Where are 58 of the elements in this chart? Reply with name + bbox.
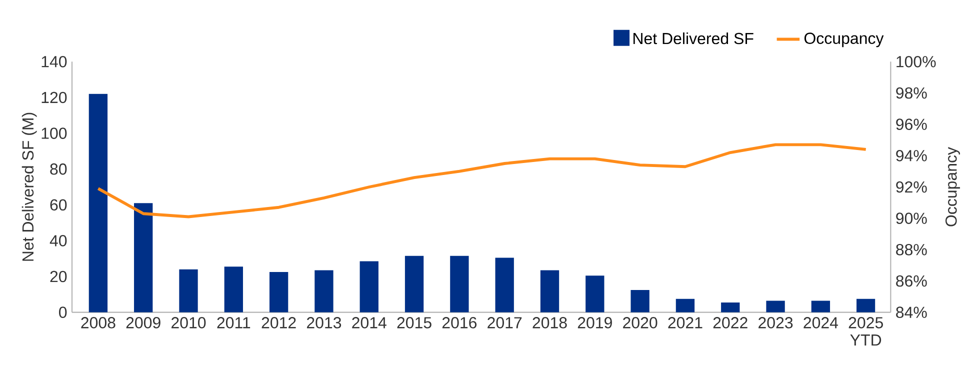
x-tick-label: 2019 <box>578 317 612 328</box>
y2-tick-label: 88% <box>896 244 927 256</box>
bar <box>450 256 469 312</box>
bar <box>586 276 604 312</box>
bar <box>495 258 514 312</box>
x-tick-label: 2014 <box>352 317 386 328</box>
x-tick-label: 2009 <box>126 317 160 328</box>
y2-tick-label: 94% <box>896 150 927 162</box>
legend-label: Occupancy <box>804 32 884 48</box>
bar <box>269 272 288 312</box>
y-tick-label: 80 <box>50 163 67 175</box>
x-tick-label: 2010 <box>172 317 206 328</box>
x-tick-label: 2020 <box>623 317 658 328</box>
x-tick-label: 2017 <box>488 317 522 328</box>
x-tick-label: 2013 <box>306 317 342 328</box>
y2-tick-label: 90% <box>896 212 927 224</box>
bar <box>721 302 740 312</box>
x-tick-label: 2011 <box>217 317 250 328</box>
x-tick-label: 2018 <box>532 317 567 328</box>
x-tick-label: 2023 <box>758 317 793 328</box>
y-tick-label: 120 <box>42 92 67 104</box>
y-tick-label: 20 <box>50 270 67 282</box>
bar <box>134 203 153 312</box>
y2-tick-label: 92% <box>896 181 927 193</box>
bar <box>404 256 424 312</box>
x-tick-label: 2021 <box>668 317 702 328</box>
y-tick-label: 0 <box>59 306 67 318</box>
x-tick-label: 2015 <box>397 317 432 328</box>
bar <box>811 300 830 312</box>
y-tick-label: 40 <box>50 235 67 246</box>
bar <box>314 270 334 312</box>
y2-tick-label: 86% <box>896 275 927 287</box>
x-tick-label: 2016 <box>442 317 477 328</box>
x-tick-label: 2024 <box>804 317 838 328</box>
y2-tick-label: 84% <box>896 306 927 318</box>
line-series <box>96 143 868 218</box>
y2-tick-label: 100% <box>896 56 936 68</box>
y2-axis-title: Occupancy <box>945 147 960 226</box>
y2-tick-label: 96% <box>896 118 927 130</box>
bar <box>224 266 243 312</box>
bar <box>179 269 198 312</box>
legend-label: Net Delivered SF <box>634 32 754 44</box>
y2-tick-label: 98% <box>896 87 927 99</box>
bar <box>540 270 560 312</box>
y-tick-label: 140 <box>42 56 67 68</box>
bar <box>88 94 108 312</box>
x-tick-label: 2008 <box>81 317 116 328</box>
x-tick-label: 2022 <box>713 317 748 328</box>
x-tick-label: 2012 <box>262 317 296 328</box>
bar <box>360 261 378 312</box>
bar <box>630 290 650 312</box>
y-tick-label: 60 <box>50 199 67 211</box>
bar <box>766 300 785 312</box>
x-tick-label: 2025 YTD <box>848 317 883 346</box>
bar <box>676 298 695 312</box>
y-tick-label: 100 <box>42 128 67 139</box>
y-axis-title: Net Delivered SF (M) <box>22 112 37 261</box>
bar <box>856 298 876 312</box>
